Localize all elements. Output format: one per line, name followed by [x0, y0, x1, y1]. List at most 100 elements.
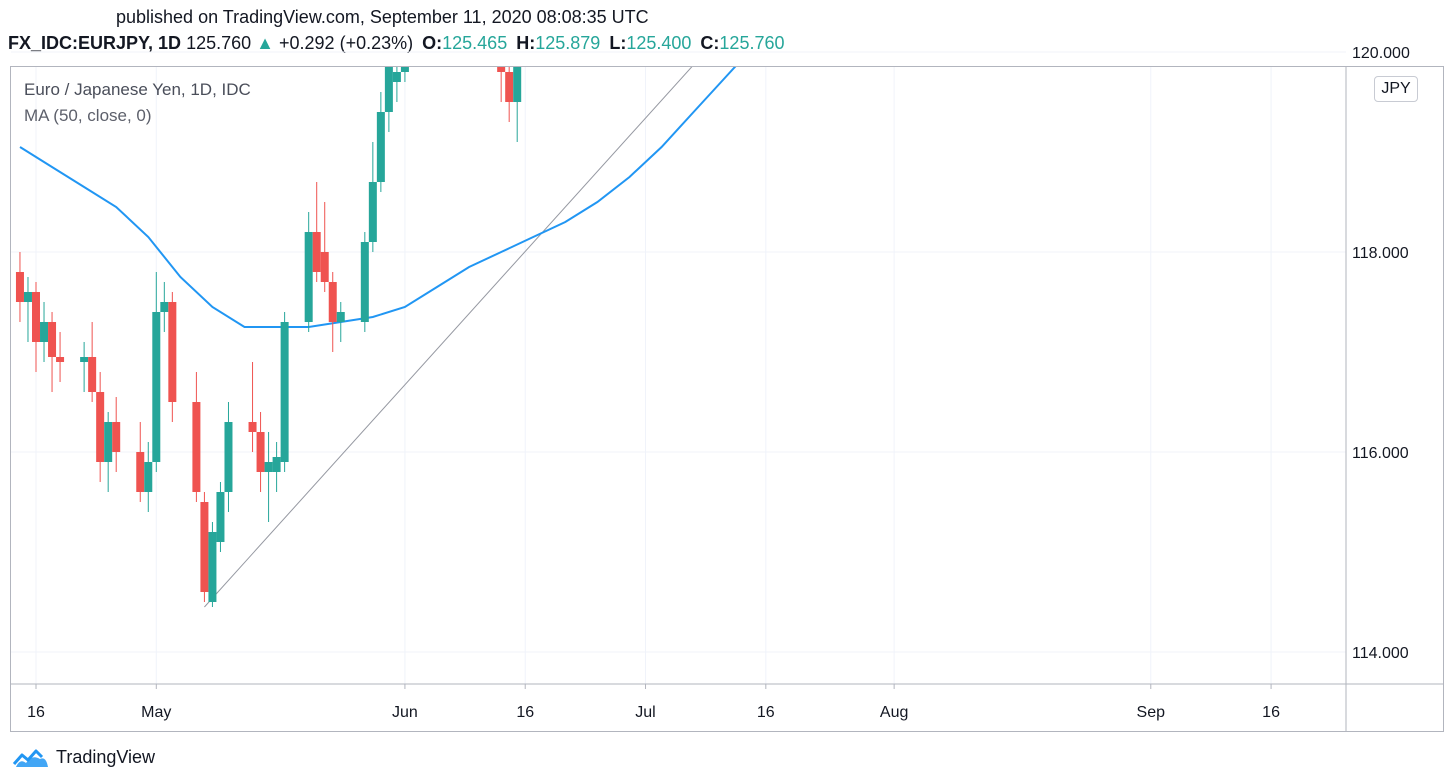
candle — [248, 362, 257, 452]
x-tick-label: May — [141, 704, 171, 721]
y-tick-label: 120.000 — [1352, 45, 1410, 62]
candle-body — [168, 302, 177, 402]
chart-frame — [10, 66, 1444, 732]
candle-body — [328, 282, 337, 322]
y-tick-label: 116.000 — [1352, 445, 1409, 462]
candle — [88, 322, 97, 402]
candle-body — [521, 12, 529, 22]
change: +0.292 (+0.23%) — [279, 33, 414, 53]
trendline — [204, 67, 693, 608]
candle-body — [104, 422, 113, 462]
candle — [15, 252, 24, 322]
candle — [168, 292, 177, 422]
candle-body — [15, 272, 24, 302]
candle — [304, 212, 313, 332]
candle — [489, 0, 497, 32]
candle — [360, 232, 369, 332]
candle — [32, 282, 40, 372]
x-tick-label: 16 — [1262, 704, 1280, 721]
candle-body — [200, 502, 209, 592]
candle-body — [48, 322, 57, 357]
low-value: 125.400 — [626, 33, 692, 53]
candle — [112, 397, 121, 472]
candle — [376, 92, 385, 192]
candle-body — [320, 252, 329, 282]
candle-body — [368, 182, 377, 242]
candle-body — [561, 0, 569, 22]
x-tick-label: Sep — [1137, 704, 1166, 721]
candle — [521, 0, 529, 52]
candle — [537, 0, 545, 32]
open-value: 125.465 — [442, 33, 508, 53]
candle-body — [392, 72, 401, 82]
candle — [553, 0, 561, 62]
candle-body — [88, 357, 97, 392]
candle-body — [40, 322, 49, 342]
candle — [104, 412, 113, 492]
candle — [384, 67, 393, 132]
candle-body — [513, 67, 522, 102]
quote-bar: FX_IDC:EURJPY, 1D 125.760 ▲ +0.292 (+0.2… — [8, 33, 785, 54]
candle-body — [152, 312, 161, 462]
candle-body — [545, 32, 553, 42]
x-tick-label: 16 — [27, 704, 45, 721]
candle-body — [256, 432, 265, 472]
up-arrow-icon: ▲ — [256, 33, 274, 53]
x-tick-label: 16 — [516, 704, 534, 721]
candle — [328, 272, 337, 352]
candle-body — [505, 72, 514, 102]
candle — [23, 277, 32, 342]
close-value: 125.760 — [719, 33, 785, 53]
candle — [465, 0, 473, 2]
candle-body — [216, 492, 225, 542]
candle-body — [336, 312, 345, 322]
candle — [320, 202, 329, 292]
candle — [136, 422, 145, 502]
candle — [264, 432, 273, 522]
footer: TradingView — [12, 744, 155, 770]
candle — [144, 442, 153, 512]
x-tick-label: 16 — [757, 704, 775, 721]
tradingview-logo-icon — [12, 749, 48, 767]
candle — [642, 0, 650, 22]
candle-body — [96, 392, 105, 462]
candle — [593, 0, 601, 12]
candle — [400, 67, 409, 82]
candle-body — [537, 2, 545, 22]
candle-body — [489, 0, 497, 12]
candle-body — [248, 422, 257, 432]
close-label: C: — [700, 33, 720, 53]
candle-body — [32, 292, 40, 342]
footer-brand: TradingView — [56, 746, 156, 767]
candle-body — [144, 462, 153, 492]
y-tick-label: 114.000 — [1352, 645, 1409, 662]
candle — [224, 402, 233, 512]
candle-body — [272, 457, 281, 472]
symbol: FX_IDC:EURJPY, 1D — [8, 33, 182, 53]
candle-body — [384, 67, 393, 112]
candle — [272, 442, 281, 492]
candle — [561, 0, 569, 42]
candle — [312, 182, 321, 282]
candle — [280, 312, 289, 472]
candle — [529, 0, 537, 52]
candle — [40, 302, 49, 362]
candle-body — [136, 452, 145, 492]
candle — [160, 282, 169, 332]
last-price: 125.760 — [186, 33, 252, 53]
currency-unit-button[interactable]: JPY — [1374, 76, 1418, 102]
candle — [192, 372, 201, 502]
candle — [505, 67, 514, 122]
candle-body — [208, 532, 217, 602]
candle-body — [312, 232, 321, 272]
candle — [80, 342, 89, 392]
candle — [392, 67, 401, 102]
candle-body — [264, 462, 273, 472]
candle-body — [304, 232, 313, 322]
x-tick-label: Aug — [880, 704, 908, 721]
candle-body — [400, 67, 409, 72]
candle-body — [112, 422, 121, 452]
legend-title: Euro / Japanese Yen, 1D, IDC — [24, 80, 251, 99]
candle — [368, 142, 377, 252]
